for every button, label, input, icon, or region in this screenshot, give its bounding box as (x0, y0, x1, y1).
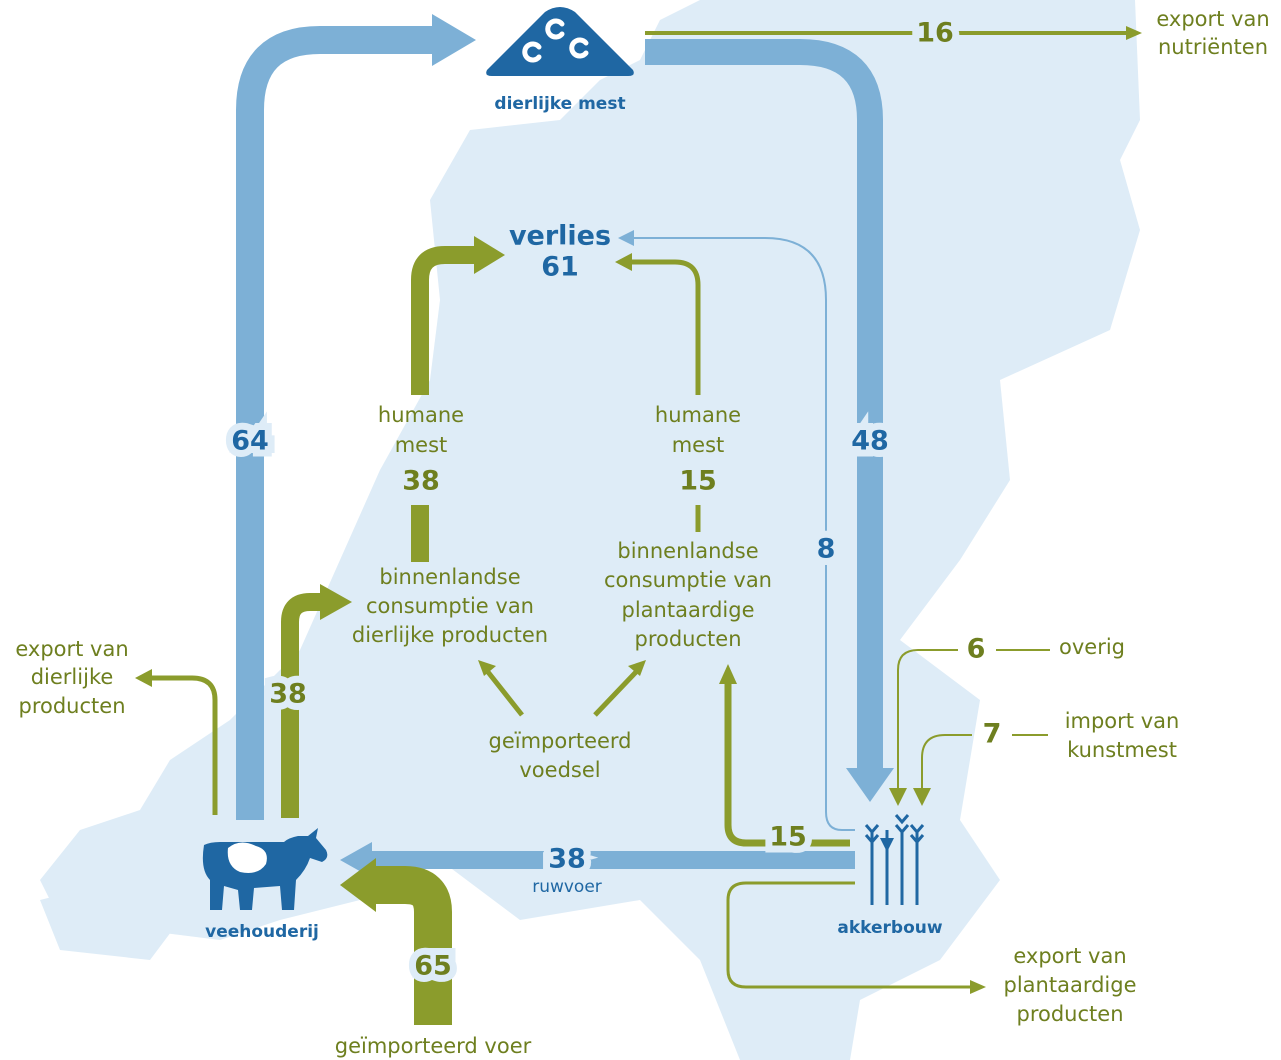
flow-arrow (897, 649, 1050, 790)
arrow-head (474, 236, 505, 274)
node-value: 61 (541, 252, 579, 283)
flow-value: 6 (967, 634, 986, 665)
text-line: dierlijke (31, 665, 114, 689)
flow-value: 7 (983, 719, 1002, 750)
cow-icon (202, 828, 328, 910)
arrow-head (320, 584, 352, 620)
flow-label: humane mest (378, 403, 464, 457)
node-label: veehouderij (205, 922, 319, 942)
text-line: import van (1065, 709, 1180, 733)
node-label: binnenlandse consumptie van plantaardige pr… (604, 539, 772, 651)
flow-arrow (236, 26, 440, 820)
flow-value: 64 (231, 426, 269, 457)
arrow-head (1126, 26, 1142, 40)
arrow-head (340, 858, 376, 912)
arrow-head (846, 768, 894, 802)
node-label: export van dierlijke producten (15, 637, 128, 718)
flow-value: 38 (269, 679, 307, 710)
text-line: dierlijke producten (352, 623, 548, 647)
flow-arrow (921, 734, 1048, 790)
arrow-head (913, 788, 931, 806)
flow-value: 15 (679, 466, 717, 497)
arrow-head (719, 664, 737, 684)
text-line: plantaardige (622, 598, 755, 622)
arrow-head (135, 669, 152, 687)
flow-arrow (281, 593, 322, 818)
manure-icon (486, 7, 634, 76)
flow-value: 8 (817, 534, 836, 565)
map-shape (40, 0, 1140, 1060)
node-label: verlies (509, 221, 611, 252)
flow-value: 38 (548, 844, 586, 875)
text-line: geïmporteerd (488, 729, 631, 753)
flow-arrow (724, 682, 850, 847)
flow-arrow (372, 866, 452, 1025)
flow-value: 38 (402, 466, 440, 497)
arrow-head (432, 14, 476, 66)
flow-arrow (486, 670, 638, 717)
text-line: binnenlandse (617, 539, 758, 563)
text-line: nutriënten (1158, 35, 1268, 59)
map (40, 0, 1140, 1060)
text-line: producten (19, 694, 126, 718)
flow-arrow (645, 39, 883, 770)
node-label: dierlijke mest (494, 94, 625, 114)
text-line: export van (1013, 944, 1126, 968)
text-line: export van (1156, 7, 1269, 31)
flow-arrow (630, 259, 701, 395)
flow-label: export van nutriënten (1156, 7, 1269, 59)
text-line: consumptie van (366, 594, 534, 618)
flow-label: ruwvoer (532, 877, 602, 897)
text-line: mest (672, 433, 725, 457)
text-line: kunstmest (1067, 738, 1177, 762)
flow-label: overig (1059, 635, 1125, 659)
flow-arrow (726, 881, 972, 989)
flow-label: import van kunstmest (1065, 709, 1180, 762)
text-line: producten (635, 627, 742, 651)
arrow-head (618, 230, 634, 246)
arrow-head (628, 660, 646, 676)
wheat-icon (864, 814, 925, 905)
text-line: humane (378, 403, 464, 427)
flow-arrow (411, 246, 476, 395)
text-line: export van (15, 637, 128, 661)
text-line: consumptie van (604, 568, 772, 592)
text-line: binnenlandse (379, 565, 520, 589)
text-line: producten (1017, 1002, 1124, 1026)
map-island (40, 880, 180, 960)
flow-value: 15 (769, 822, 807, 853)
text-line: humane (655, 403, 741, 427)
node-label: akkerbouw (837, 918, 942, 938)
node-label: geïmporteerd voedsel (488, 729, 631, 782)
flow-arrow (150, 675, 218, 815)
flow-value: 65 (414, 951, 452, 982)
text-line: plantaardige (1004, 973, 1137, 997)
flow-label: geïmporteerd voer (335, 1034, 532, 1058)
flow-value: 48 (851, 426, 889, 457)
arrow-head (889, 788, 907, 806)
text-line: voedsel (519, 758, 600, 782)
node-label: export van plantaardige producten (1004, 944, 1137, 1026)
flow-arrow (632, 237, 855, 831)
arrow-head (970, 980, 986, 994)
node-label: binnenlandse consumptie van dierlijke prod… (352, 565, 548, 647)
arrow-head (615, 253, 632, 271)
text-line: mest (395, 433, 448, 457)
arrow-head (478, 660, 496, 676)
flow-label: humane mest (655, 403, 741, 457)
flow-value: 16 (916, 18, 954, 49)
